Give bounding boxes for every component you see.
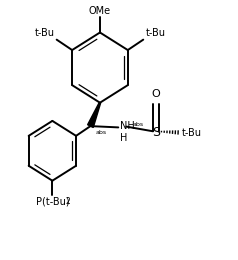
Text: O: O [152, 89, 160, 99]
Polygon shape [88, 102, 101, 127]
Text: abs: abs [95, 130, 106, 135]
Text: P(t-Bu): P(t-Bu) [35, 197, 69, 207]
Text: abs: abs [133, 122, 144, 127]
Text: OMe: OMe [89, 6, 111, 16]
Text: S: S [152, 126, 160, 139]
Text: t-Bu: t-Bu [34, 28, 54, 38]
Text: H: H [120, 133, 127, 143]
Text: t-Bu: t-Bu [146, 28, 166, 38]
Text: t-Bu: t-Bu [182, 128, 202, 138]
Text: NH: NH [120, 121, 135, 131]
Text: 2: 2 [65, 197, 70, 206]
